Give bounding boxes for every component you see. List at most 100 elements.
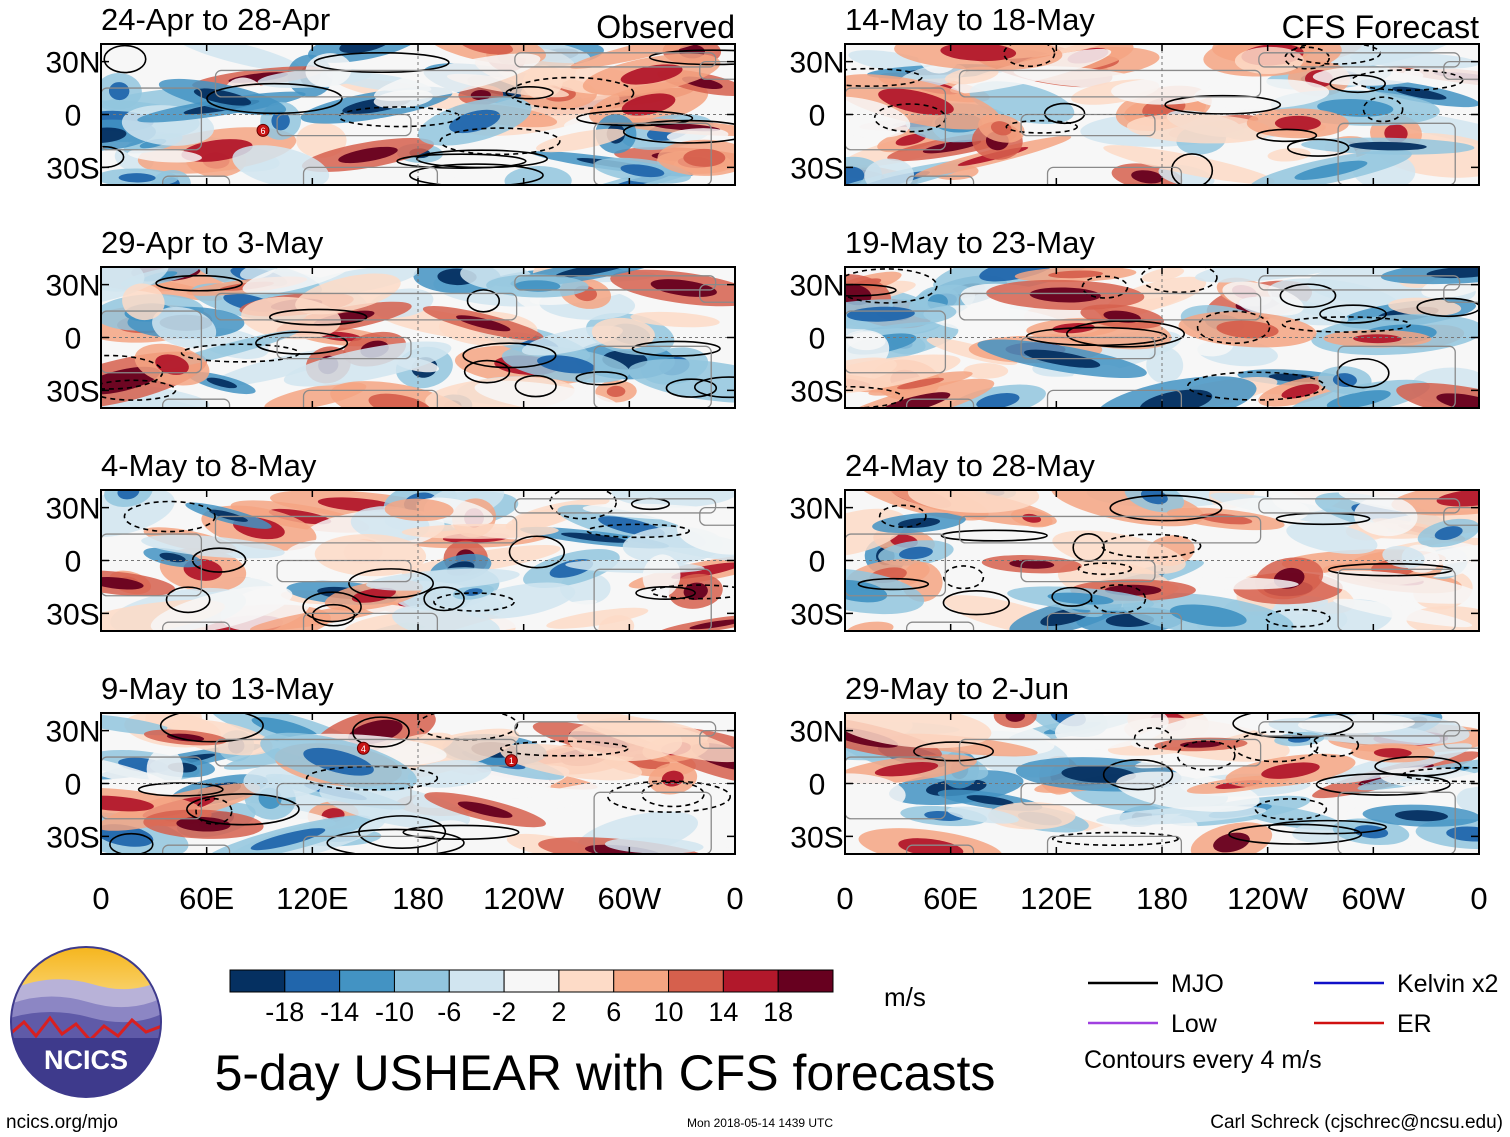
x-tick-label: 60W (1341, 881, 1405, 916)
colorbar: -18 -14 -10 -6 -2 2 6 10 14 18 (229, 969, 834, 1027)
y-tick-label: 30N (789, 270, 844, 303)
y-tick-label: 0 (65, 323, 82, 356)
colorbar-swatch (339, 969, 395, 993)
y-tick-label: 30S (46, 152, 99, 185)
y-tick-label: 30S (790, 375, 843, 408)
x-tick-label: 60E (179, 881, 234, 916)
colorbar-swatch (503, 969, 560, 993)
y-tick-label: 0 (65, 100, 82, 133)
y-tick-label: 30S (790, 152, 843, 185)
y-tick-label: 30S (46, 375, 99, 408)
cyclone-label: 4 (361, 744, 366, 754)
colorbar-tick-label: 14 (708, 997, 738, 1027)
y-tick-label: 30N (45, 716, 100, 749)
panel-title: 14-May to 18-May (845, 2, 1095, 37)
x-tick-label: 180 (392, 881, 444, 916)
colorbar-swatch (448, 969, 505, 993)
y-tick-label: 30S (46, 821, 99, 854)
x-tick-label: 0 (92, 881, 109, 916)
footer-left[interactable]: ncics.org/mjo (6, 1112, 118, 1133)
legend-label: MJO (1171, 970, 1224, 998)
colorbar-tick-label: -2 (492, 997, 516, 1027)
y-tick-label: 30N (45, 493, 100, 526)
panel-title: 24-May to 28-May (845, 448, 1095, 483)
chart-title: 5-day USHEAR with CFS forecasts (215, 1045, 996, 1101)
panel-title: 29-May to 2-Jun (845, 671, 1069, 706)
shear-field (845, 44, 1479, 185)
section-label-observed: Observed (596, 9, 735, 45)
colorbar-swatch (613, 969, 670, 993)
y-tick-label: 0 (65, 769, 82, 802)
panel-title: 19-May to 23-May (845, 225, 1095, 260)
colorbar-swatch (777, 969, 834, 993)
ncics-logo: NCICS (10, 946, 162, 1098)
shear-field (101, 267, 735, 408)
units-label: m/s (884, 982, 926, 1012)
legend-label: Kelvin x2 (1397, 970, 1498, 998)
cyclone-marker (256, 123, 270, 137)
colorbar-swatch (722, 969, 779, 993)
colorbar-swatch (229, 969, 286, 993)
panel-title: 9-May to 13-May (101, 671, 334, 706)
colorbar-swatch (668, 969, 724, 993)
legend-label: ER (1397, 1010, 1432, 1038)
x-tick-label: 120E (276, 881, 348, 916)
colorbar-tick-label: -10 (375, 997, 414, 1027)
cyclone-marker (504, 754, 518, 768)
x-tick-label: 180 (1136, 881, 1188, 916)
legend-note: Contours every 4 m/s (1084, 1046, 1322, 1074)
shear-field (101, 713, 735, 854)
y-tick-label: 0 (809, 100, 826, 133)
y-tick-label: 30S (46, 598, 99, 631)
panel-title: 29-Apr to 3-May (101, 225, 324, 260)
colorbar-tick-label: 2 (551, 997, 566, 1027)
legend: MJO Kelvin x2 Low ER Contours every 4 m/s (1084, 970, 1498, 1074)
y-tick-label: 30N (45, 270, 100, 303)
cyclone-label: 1 (509, 756, 514, 766)
colorbar-tick-label: 10 (654, 997, 684, 1027)
x-tick-label: 120E (1020, 881, 1092, 916)
x-tick-label: 60W (597, 881, 661, 916)
y-tick-label: 30N (789, 716, 844, 749)
x-tick-label: 0 (1470, 881, 1487, 916)
shear-field (845, 713, 1479, 854)
x-tick-label: 0 (836, 881, 853, 916)
colorbar-swatch (393, 969, 450, 993)
panel-title: 4-May to 8-May (101, 448, 317, 483)
legend-label: Low (1171, 1010, 1218, 1038)
x-axes: 0 60E 120E 180 120W 60W 0 0 60E 120E 180 120W 60W 0 (92, 881, 1487, 916)
shear-field (845, 267, 1479, 408)
y-tick-label: 30N (45, 47, 100, 80)
logo-text: NCICS (44, 1045, 128, 1075)
shear-field (845, 490, 1479, 631)
cyclone-marker (356, 741, 370, 755)
section-label-forecast: CFS Forecast (1282, 9, 1479, 45)
y-tick-label: 0 (65, 546, 82, 579)
y-tick-label: 0 (809, 546, 826, 579)
colorbar-tick-label: 6 (606, 997, 621, 1027)
shear-field (101, 44, 735, 185)
footer-center: Mon 2018-05-14 1439 UTC (687, 1116, 833, 1130)
y-tick-label: 0 (809, 323, 826, 356)
y-tick-label: 30N (789, 493, 844, 526)
y-tick-label: 30S (790, 821, 843, 854)
panel-title: 24-Apr to 28-Apr (101, 2, 330, 37)
colorbar-tick-label: 18 (763, 997, 793, 1027)
footer-right: Carl Schreck (cjschrec@ncsu.edu) (1210, 1112, 1503, 1133)
colorbar-swatch (284, 969, 341, 993)
y-tick-label: 0 (809, 769, 826, 802)
colorbar-tick-label: -18 (265, 997, 304, 1027)
y-tick-label: 30N (789, 47, 844, 80)
colorbar-tick-label: -6 (437, 997, 461, 1027)
shear-field (101, 490, 735, 631)
x-tick-label: 60E (923, 881, 978, 916)
colorbar-swatch (558, 969, 615, 993)
cyclone-label: 6 (261, 126, 266, 136)
